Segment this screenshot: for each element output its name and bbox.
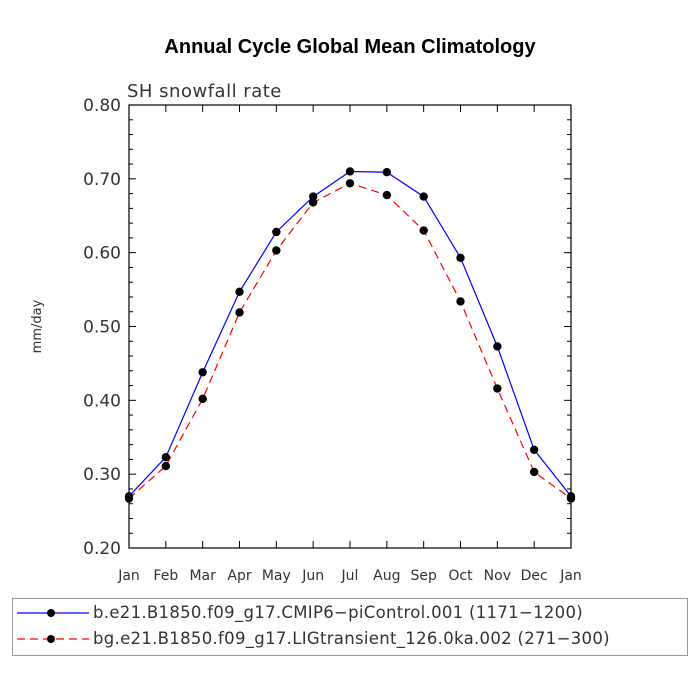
series-2-point (235, 308, 244, 317)
series-1-point (345, 167, 355, 176)
series-2-point (419, 226, 428, 235)
series-2-point (308, 198, 318, 207)
series-2-point (124, 494, 134, 503)
series-2-point (456, 297, 465, 306)
chart-subtitle: SH snowfall rate (127, 81, 282, 102)
x-tick-label: May (262, 568, 291, 584)
y-axis-label: mm/day (30, 299, 45, 353)
series-2-point (382, 190, 392, 200)
series-line-2 (128, 182, 572, 499)
legend-item-series-1: b.e21.B1850.f09_g17.CMIP6−piControl.001 … (13, 601, 689, 625)
series-2-point (198, 394, 207, 404)
x-tick-label: Dec (521, 568, 548, 584)
legend-label-series-2: bg.e21.B1850.f09_g17.LIGtransient_126.0k… (93, 629, 610, 648)
x-tick-label: Jan (559, 568, 582, 584)
legend-line-marker-blue (17, 609, 89, 617)
y-tick-label: 0.60 (83, 244, 121, 264)
y-tick-label: 0.70 (83, 170, 121, 190)
x-tick-label: Oct (448, 568, 473, 584)
x-tick-label: Sep (410, 568, 437, 584)
series-1-point (235, 287, 244, 296)
series-1-point (161, 452, 171, 462)
x-tick-label: Nov (484, 568, 511, 584)
y-tick-label: 0.20 (83, 539, 121, 559)
series-1-point (382, 167, 392, 177)
series-1-point (198, 368, 207, 377)
chart-title: Annual Cycle Global Mean Climatology (164, 36, 536, 58)
y-tick-label: 0.40 (83, 391, 121, 411)
y-tick-label: 0.50 (83, 318, 121, 338)
line-chart: 0.20 0.30 0.40 0.50 0.60 0.70 0.80 Jan Feb Mar Apr… (30, 81, 582, 584)
x-tick-label: Mar (189, 568, 216, 584)
y-tick-label: 0.30 (83, 465, 121, 485)
series-2-point (529, 467, 539, 477)
series-1-point (529, 445, 539, 455)
legend: b.e21.B1850.f09_g17.CMIP6−piControl.001 … (12, 598, 688, 656)
legend-label-series-1: b.e21.B1850.f09_g17.CMIP6−piControl.001 … (93, 603, 583, 622)
series-line-1 (128, 170, 572, 497)
series-1-point (419, 192, 428, 201)
x-tick-label: Jan (117, 568, 140, 584)
legend-line-marker-red (17, 635, 89, 643)
series-2-point (493, 384, 502, 393)
series-2-point (272, 246, 281, 255)
series-2-point (566, 494, 576, 503)
y-tick-label: 0.80 (83, 96, 121, 116)
legend-item-series-2: bg.e21.B1850.f09_g17.LIGtransient_126.0k… (13, 627, 689, 651)
series-1-point (272, 227, 281, 237)
x-tick-label: Jul (341, 568, 359, 584)
series-2-point (161, 461, 171, 471)
series-1-point (308, 192, 318, 201)
x-tick-label: Apr (227, 568, 251, 584)
series-1-point (456, 253, 465, 263)
x-tick-label: Aug (373, 568, 400, 584)
x-tick-label: Feb (153, 568, 178, 584)
series-2-point (345, 179, 355, 188)
x-tick-label: Jun (301, 568, 324, 584)
series-1-point (493, 342, 502, 351)
